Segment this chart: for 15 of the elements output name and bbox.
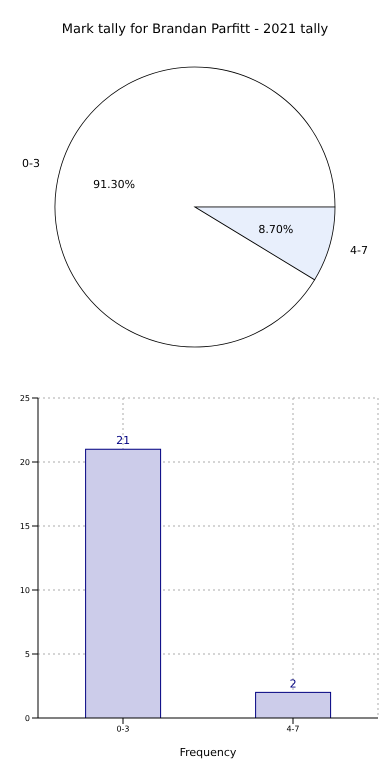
y-tick-label: 5: [24, 650, 30, 659]
data-label: 2: [290, 677, 297, 690]
y-tick-label: 20: [20, 458, 30, 467]
y-tick-label: 15: [20, 522, 30, 531]
data-label: 91.30%: [93, 178, 136, 191]
slice-label: 0-3: [22, 157, 40, 170]
data-label: 21: [116, 434, 130, 448]
data-label: 8.70%: [258, 223, 294, 236]
y-tick-label: 10: [20, 586, 30, 595]
chart-title: Mark tally for Brandan Parfitt - 2021 tally: [60, 21, 330, 39]
y-tick-label: 25: [20, 394, 30, 403]
slice-label: 4-7: [350, 244, 368, 257]
x-axis-title: Frequency: [180, 746, 237, 759]
y-tick-label: 0: [24, 714, 30, 723]
pie-slice: [54, 66, 336, 348]
